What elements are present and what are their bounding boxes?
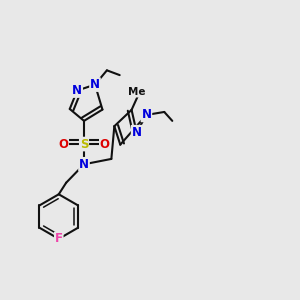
Text: N: N: [132, 126, 142, 139]
Text: O: O: [100, 138, 110, 151]
Text: S: S: [80, 138, 88, 151]
Text: N: N: [72, 84, 82, 97]
Text: Me: Me: [128, 87, 146, 97]
Text: N: N: [141, 108, 152, 122]
Text: O: O: [58, 138, 68, 151]
Text: N: N: [79, 158, 89, 171]
Text: N: N: [90, 78, 100, 91]
Text: F: F: [55, 232, 63, 245]
